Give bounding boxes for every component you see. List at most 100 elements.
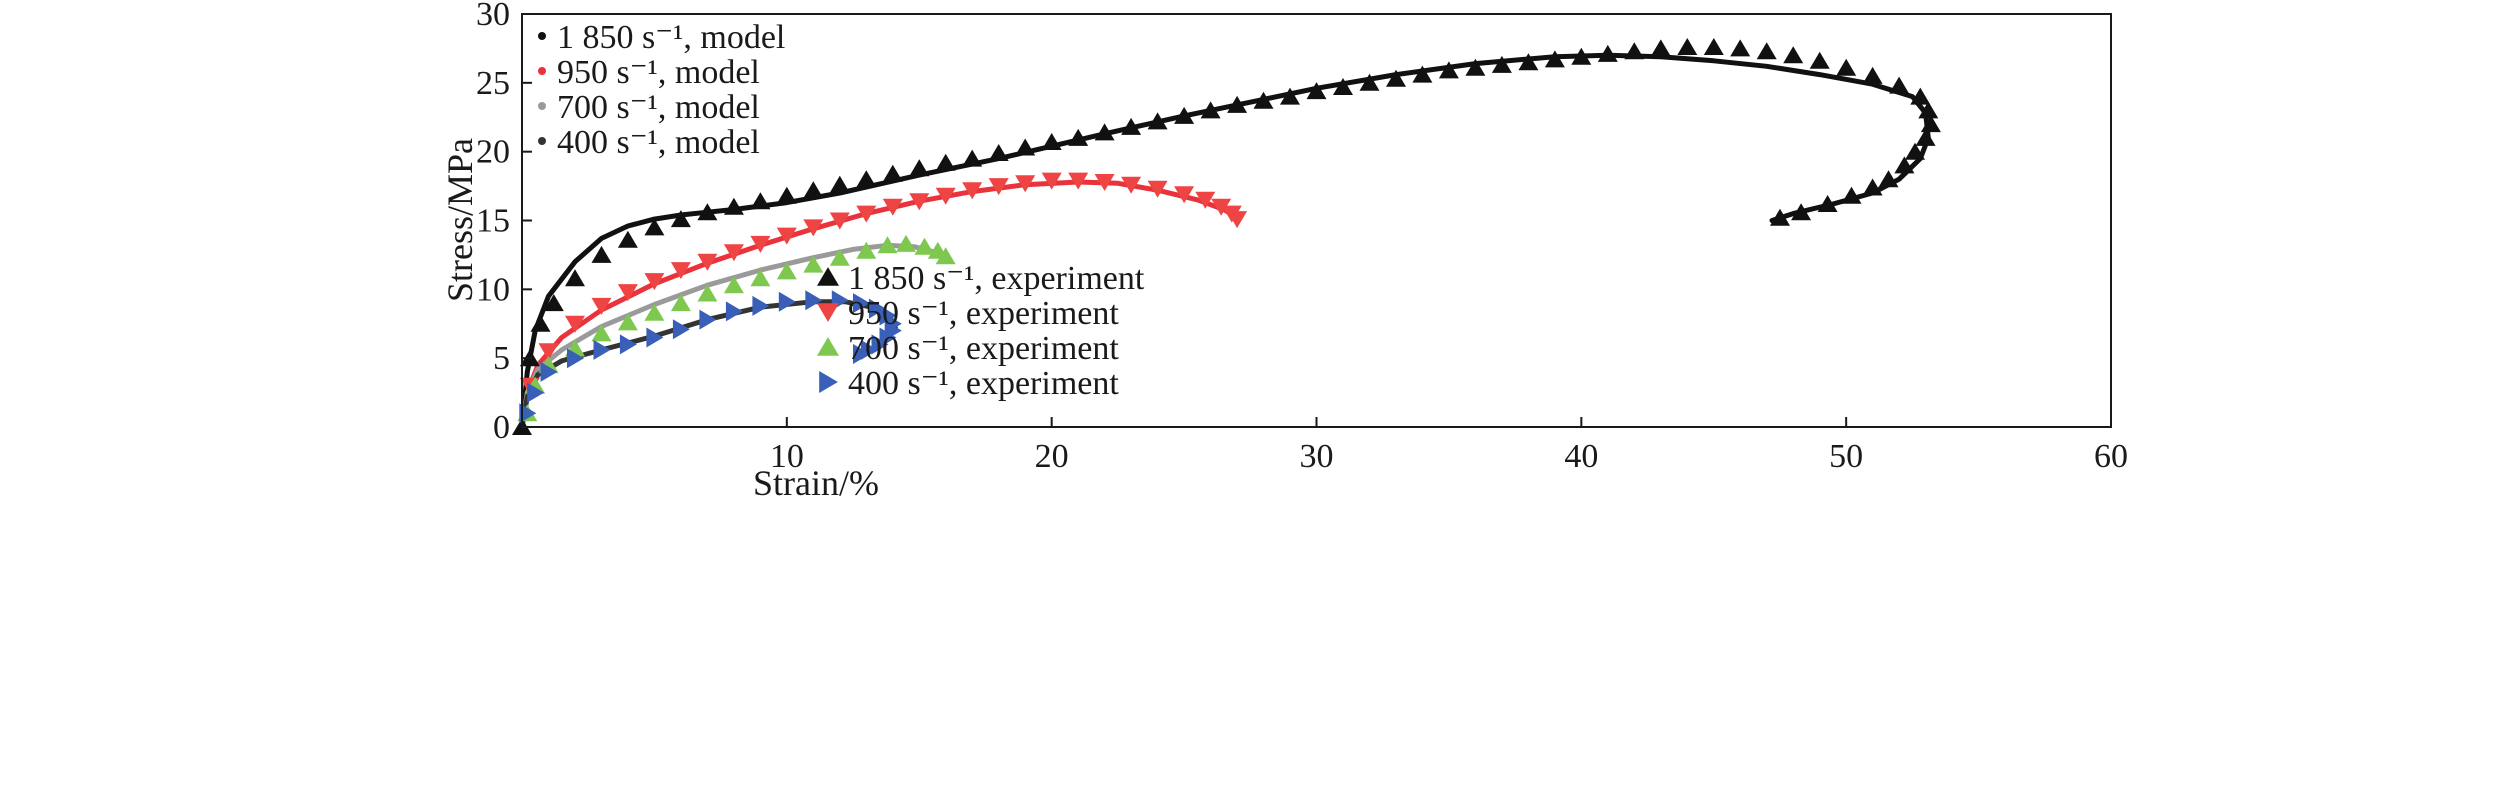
experiment-point [617,230,638,248]
experiment-point [988,178,1009,196]
experiment-point [697,203,718,221]
legend-experiment-label: 950 s⁻¹, experiment [848,295,1119,332]
y-tick-label: 20 [476,134,510,171]
experiment-point [1068,128,1089,146]
experiment-point [856,241,877,259]
experiment-point [1894,156,1915,174]
legend-model-marker [538,32,546,40]
x-tick-label: 50 [1829,438,1863,475]
legend-model-label: 950 s⁻¹, model [557,54,760,91]
experiment-point [1174,186,1195,204]
experiment-point [1333,78,1353,95]
experiment-point [1280,87,1300,105]
experiment-point [914,237,935,255]
legend-model-label: 700 s⁻¹, model [557,89,760,126]
experiment-point [617,313,638,331]
x-tick-label: 20 [1035,438,1069,475]
experiment-point [1518,53,1539,71]
experiment-point [670,262,691,280]
experiment-series-3 [519,290,902,424]
experiment-point [646,327,664,348]
experiment-point [778,291,796,312]
experiment-point [699,309,717,330]
experiment-point [1412,65,1433,83]
experiment-point [803,181,824,199]
experiment-point [1015,138,1036,156]
experiment-point [776,262,797,280]
experiment-point [909,193,930,211]
experiment-point [1841,186,1862,204]
experiment-point [1041,133,1062,150]
experiment-point [853,293,870,314]
experiment-point [882,164,903,182]
experiment-point [1756,42,1777,60]
experiment-point [1650,39,1671,57]
experiment-point [593,339,611,360]
experiment-point [1147,112,1168,130]
x-axis-label: Strain/% [753,463,879,503]
experiment-point [540,361,558,382]
experiment-point [644,218,665,236]
experiment-point [962,149,983,167]
legend-model-marker [538,102,546,110]
x-axis-ticks: 10 20 30 40 50 60 [770,417,2128,475]
experiment-point [1386,69,1406,87]
experiment-point [697,284,718,302]
legend-experiment-marker [817,303,839,322]
plot-data [512,38,1941,435]
experiment-point [527,382,545,403]
experiment-point [1200,101,1221,119]
experiment-point [1878,170,1899,188]
experiment-point [591,324,612,342]
experiment-point [1624,42,1645,60]
experiment-point [829,248,850,266]
experiment-point [1211,198,1232,216]
y-tick-label: 5 [493,340,510,377]
experiment-point [591,297,612,315]
experiment-point [1703,38,1724,55]
experiment-point [1544,50,1565,68]
experiment-point [1597,44,1618,62]
experiment-point [1465,58,1486,76]
experiment-point [670,210,691,228]
experiment-point [617,284,638,302]
experiment-point [644,273,665,291]
experiment-point [530,314,551,332]
legend-model-label: 1 850 s⁻¹, model [557,19,785,56]
legend-experiment-marker [819,371,838,393]
experiment-point [1889,76,1910,94]
experiment-point [1783,46,1804,64]
experiment-point [619,334,637,355]
experiment-point [877,236,898,254]
experiment-point [1809,51,1830,69]
experiment-point [1905,142,1925,160]
experiment-point [962,182,983,200]
experiment-point [697,253,718,271]
experiment-point [1915,128,1936,146]
experiment-point [879,305,897,326]
experiment-point [750,269,771,287]
experiment-point [803,255,824,273]
experiment-point [935,187,956,205]
x-tick-label: 30 [1300,438,1334,475]
experiment-point [1770,208,1790,226]
experiment-point [803,219,824,237]
experiment-point [1068,172,1089,190]
x-tick-label: 60 [2094,438,2128,475]
experiment-point [1918,101,1939,119]
experiment-point [725,301,743,322]
experiment-point [776,186,797,204]
legend-experiment-marker [817,337,839,356]
legend-model-marker [538,137,546,145]
experiment-point [519,403,537,424]
experiment-point [1121,117,1142,135]
experiment-point [672,319,690,340]
experiment-point [1862,66,1883,84]
experiment-point [723,276,744,294]
experiment-point [723,197,744,215]
x-tick-label: 40 [1564,438,1598,475]
experiment-point [1306,82,1327,100]
experiment-point [750,192,771,210]
experiment-point [829,175,850,193]
